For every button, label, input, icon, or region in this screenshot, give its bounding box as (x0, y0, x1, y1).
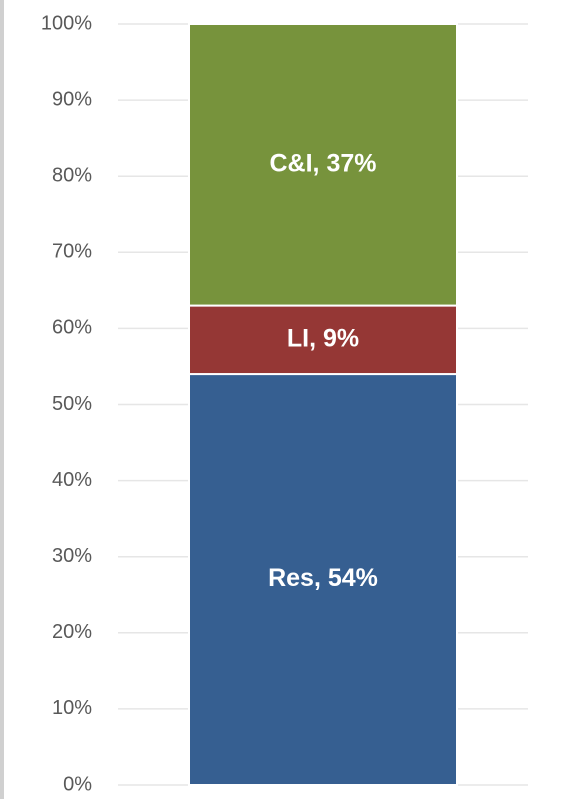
data-label: Res, 54% (268, 564, 378, 592)
y-tick-label: 10% (52, 697, 92, 719)
y-tick-label: 20% (52, 621, 92, 643)
y-tick-label: 30% (52, 545, 92, 567)
y-tick-label: 0% (63, 773, 92, 795)
bar-segment (188, 23, 458, 307)
window-edge (0, 0, 4, 799)
bar-segment (188, 373, 458, 786)
bar-segment (188, 304, 458, 376)
y-tick-label: 80% (52, 164, 92, 186)
y-tick-label: 70% (52, 241, 92, 263)
y-tick-label: 40% (52, 469, 92, 491)
y-tick-label: 60% (52, 317, 92, 339)
y-tick-label: 90% (52, 88, 92, 110)
y-tick-label: 100% (41, 12, 92, 34)
y-tick-label: 50% (52, 393, 92, 415)
data-label: LI, 9% (287, 324, 359, 352)
data-label: C&I, 37% (270, 149, 377, 177)
